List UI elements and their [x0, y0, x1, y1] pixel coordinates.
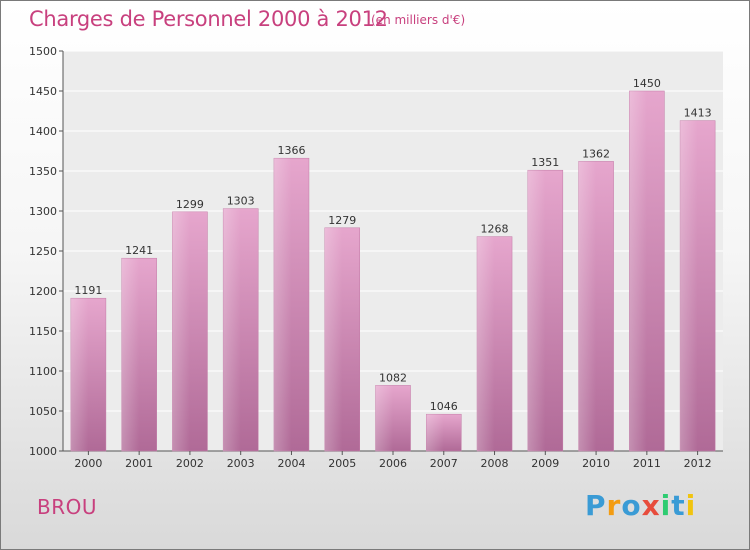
brand-letter: P [585, 489, 607, 522]
y-tick-label: 1150 [29, 325, 57, 338]
x-tick-label: 2009 [531, 457, 559, 470]
y-tick-label: 1100 [29, 365, 57, 378]
place-name: BROU [37, 495, 97, 519]
x-tick-label: 2001 [125, 457, 153, 470]
x-tick-label: 2011 [633, 457, 661, 470]
x-tick-label: 2010 [582, 457, 610, 470]
data-label: 1046 [430, 400, 458, 413]
data-label: 1303 [227, 195, 255, 208]
y-tick-label: 1300 [29, 205, 57, 218]
chart-subtitle: (en milliers d'€) [371, 13, 466, 27]
data-label: 1299 [176, 198, 204, 211]
x-tick-label: 2005 [328, 457, 356, 470]
brand-letter: i [685, 489, 697, 522]
chart-title: Charges de Personnel 2000 à 2012 [29, 7, 388, 31]
data-label: 1241 [125, 244, 153, 257]
data-label: 1450 [633, 77, 661, 90]
y-tick-label: 1250 [29, 245, 57, 258]
brand-letter: x [641, 489, 661, 522]
x-tick-label: 2007 [430, 457, 458, 470]
brand-letter: r [606, 489, 622, 522]
y-tick-label: 1350 [29, 165, 57, 178]
y-tick-label: 1400 [29, 125, 57, 138]
brand-letter: t [671, 489, 686, 522]
x-tick-label: 2003 [227, 457, 255, 470]
y-tick-label: 1450 [29, 85, 57, 98]
data-label: 1351 [531, 156, 559, 169]
x-tick-label: 2008 [481, 457, 509, 470]
data-label: 1268 [481, 223, 509, 236]
x-tick-label: 2004 [277, 457, 305, 470]
data-label: 1082 [379, 371, 407, 384]
y-tick-label: 1200 [29, 285, 57, 298]
x-tick-label: 2002 [176, 457, 204, 470]
x-tick-label: 2000 [74, 457, 102, 470]
data-label: 1362 [582, 147, 610, 160]
y-tick-label: 1050 [29, 405, 57, 418]
data-label: 1413 [684, 107, 712, 120]
data-label: 1191 [74, 284, 102, 297]
brand-letter: o [621, 489, 642, 522]
y-tick-label: 1500 [29, 45, 57, 58]
x-tick-label: 2006 [379, 457, 407, 470]
brand-letter: i [660, 489, 672, 522]
y-tick-label: 1000 [29, 445, 57, 458]
data-label: 1366 [277, 144, 305, 157]
x-tick-label: 2012 [684, 457, 712, 470]
data-label: 1279 [328, 214, 356, 227]
brand-logo: Proxiti [585, 489, 696, 522]
